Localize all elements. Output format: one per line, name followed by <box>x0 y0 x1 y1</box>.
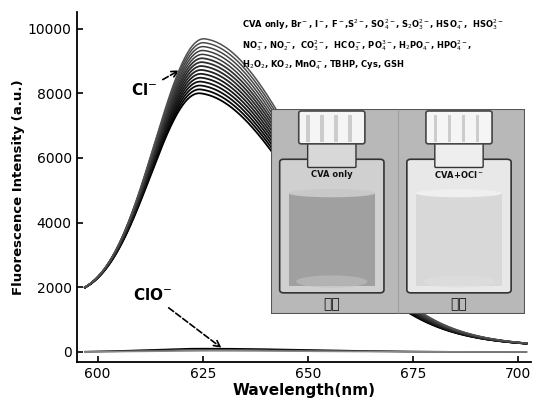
Text: Cl$^{-}$: Cl$^{-}$ <box>131 71 178 98</box>
Text: 无色: 无色 <box>451 297 467 311</box>
Bar <box>289 193 375 286</box>
FancyBboxPatch shape <box>299 111 365 144</box>
FancyBboxPatch shape <box>280 159 384 293</box>
Text: CVA+OCl$^-$: CVA+OCl$^-$ <box>434 169 484 180</box>
Bar <box>462 115 465 142</box>
X-axis label: Wavelength(nm): Wavelength(nm) <box>232 383 375 398</box>
Ellipse shape <box>296 275 368 288</box>
Bar <box>416 193 502 286</box>
FancyBboxPatch shape <box>435 136 483 168</box>
Bar <box>348 115 352 142</box>
Text: CVA only: CVA only <box>311 170 353 179</box>
Bar <box>334 115 338 142</box>
Bar <box>306 115 310 142</box>
Text: ClO$^{-}$: ClO$^{-}$ <box>132 287 220 347</box>
Text: CVA only, Br$^-$, I$^-$, F$^-$,S$^{2-}$, SO$_4^{2-}$, S$_2$O$_3^{2-}$, HSO$_4^-$: CVA only, Br$^-$, I$^-$, F$^-$,S$^{2-}$,… <box>242 18 504 72</box>
Text: 紫色: 紫色 <box>323 297 340 311</box>
Ellipse shape <box>423 275 494 288</box>
FancyBboxPatch shape <box>307 136 356 168</box>
Bar <box>447 115 451 142</box>
Bar <box>434 115 438 142</box>
Ellipse shape <box>416 189 502 197</box>
Bar <box>475 115 479 142</box>
FancyBboxPatch shape <box>407 159 511 293</box>
Ellipse shape <box>289 189 375 197</box>
FancyBboxPatch shape <box>426 111 492 144</box>
Bar <box>321 115 324 142</box>
Y-axis label: Fluorescence Intensity (a.u.): Fluorescence Intensity (a.u.) <box>12 79 25 295</box>
